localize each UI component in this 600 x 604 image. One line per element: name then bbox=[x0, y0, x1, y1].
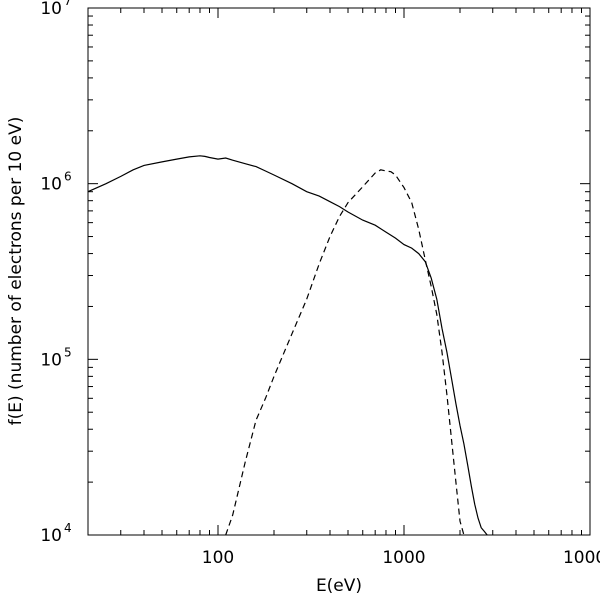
y-tick-label: 10 6 bbox=[40, 170, 71, 195]
x-tick-label: 1000 bbox=[382, 548, 425, 568]
y-tick-exponent: 6 bbox=[64, 170, 72, 184]
series-layer bbox=[88, 155, 488, 535]
y-tick-exponent: 4 bbox=[64, 521, 72, 535]
x-tick-label: 100 bbox=[202, 548, 234, 568]
plot-frame bbox=[87, 7, 591, 536]
series-line-dashed bbox=[225, 169, 465, 535]
y-tick-label: 10 4 bbox=[40, 521, 71, 546]
y-tick-base: 10 bbox=[40, 0, 62, 19]
series-line-solid bbox=[88, 155, 488, 535]
tick-labels: 100100010000104105106107 bbox=[40, 0, 600, 568]
x-axis-label: E(eV) bbox=[316, 576, 362, 596]
y-tick-exponent: 5 bbox=[64, 345, 72, 359]
y-tick-label: 10 5 bbox=[40, 345, 71, 370]
y-tick-exponent: 7 bbox=[64, 0, 72, 8]
y-tick-base: 10 bbox=[40, 526, 62, 546]
axis-ticks bbox=[87, 7, 591, 536]
x-tick-label: 10000 bbox=[563, 548, 600, 568]
y-tick-label: 10 7 bbox=[40, 0, 71, 19]
y-axis-label: f(E) (number of electrons per 10 eV) bbox=[6, 117, 26, 426]
y-tick-base: 10 bbox=[40, 175, 62, 195]
y-tick-base: 10 bbox=[40, 350, 62, 370]
